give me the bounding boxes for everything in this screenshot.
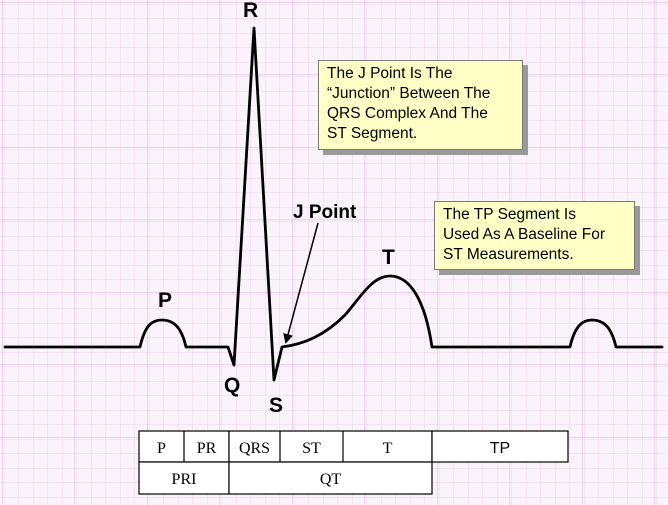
- label-p: P: [158, 289, 172, 312]
- j-point-note: The J Point Is The “Junction” Between Th…: [318, 60, 523, 150]
- j-point-note-text: The J Point Is The “Junction” Between Th…: [327, 65, 491, 142]
- interval-table: P PR QRS ST T TP PRI QT: [138, 430, 569, 495]
- label-q: Q: [224, 374, 240, 397]
- tp-segment-note: The TP Segment Is Used As A Baseline For…: [434, 201, 635, 270]
- cell-qrs: QRS: [239, 440, 270, 457]
- cell-pr: PR: [197, 440, 217, 457]
- ecg-waveform: [3, 26, 664, 382]
- cell-t: T: [383, 440, 393, 457]
- label-t: T: [382, 246, 395, 269]
- label-r: R: [243, 0, 258, 22]
- cell-st: ST: [302, 440, 321, 457]
- tp-segment-note-text: The TP Segment Is Used As A Baseline For…: [443, 206, 605, 263]
- label-s: S: [269, 394, 283, 417]
- label-j-point: J Point: [293, 202, 357, 223]
- cell-qt: QT: [320, 471, 342, 488]
- cell-p: P: [157, 440, 166, 457]
- cell-pri: PRI: [172, 471, 197, 488]
- cell-tp: TP: [490, 440, 510, 457]
- j-point-arrow: [283, 222, 319, 344]
